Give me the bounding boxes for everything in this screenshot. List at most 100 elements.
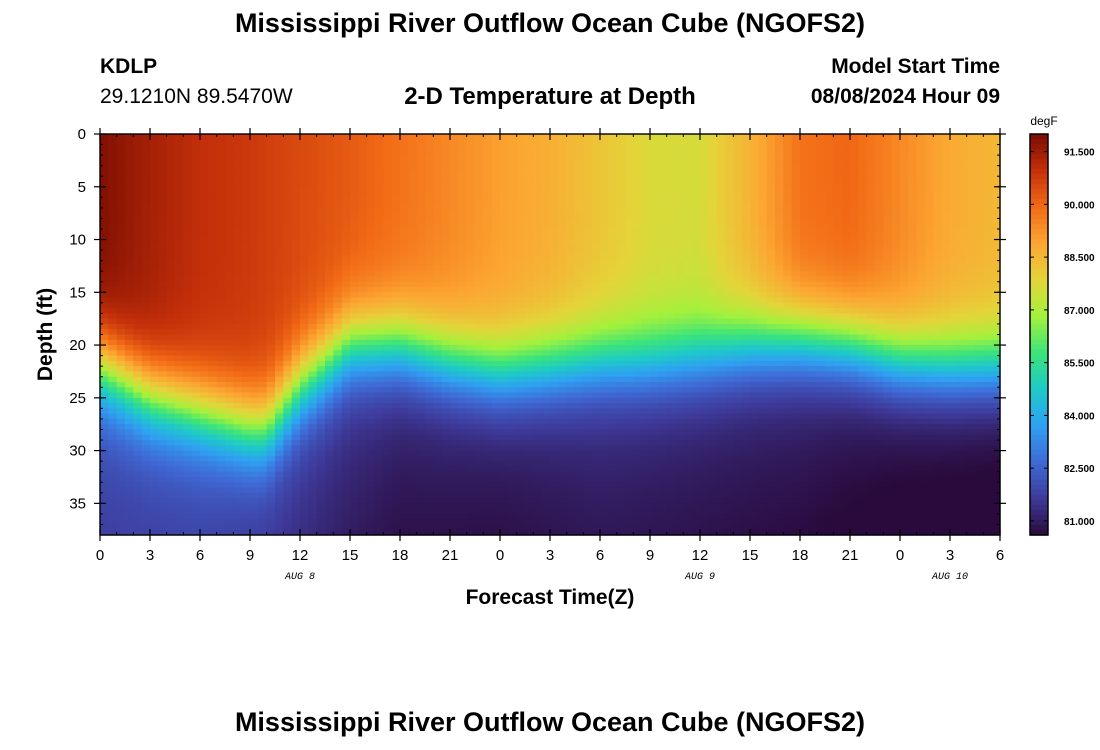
heatmap-cell: [208, 255, 218, 262]
heatmap-cell: [583, 366, 593, 373]
heatmap-cell: [616, 170, 626, 177]
heatmap-cell: [141, 213, 151, 220]
heatmap-cell: [333, 371, 343, 378]
heatmap-cell: [266, 455, 276, 462]
heatmap-cell: [491, 345, 501, 351]
heatmap-cell: [400, 508, 409, 515]
heatmap-cell: [400, 144, 409, 151]
heatmap-cell: [341, 403, 351, 409]
heatmap-cell: [266, 308, 276, 314]
heatmap-cell: [175, 207, 184, 214]
heatmap-cell: [425, 366, 434, 373]
heatmap-cell: [150, 308, 159, 314]
heatmap-cell: [316, 403, 326, 409]
heatmap-cell: [375, 519, 384, 526]
heatmap-cell: [183, 519, 193, 526]
heatmap-cell: [566, 498, 576, 504]
heatmap-cell: [283, 492, 293, 499]
heatmap-cell: [550, 250, 559, 256]
heatmap-cell: [450, 197, 459, 204]
heatmap-cell: [466, 445, 476, 452]
heatmap-cell: [391, 329, 401, 336]
heatmap-cell: [275, 450, 284, 457]
heatmap-cell: [641, 339, 651, 346]
heatmap-cell: [558, 144, 568, 151]
heatmap-cell: [258, 440, 268, 446]
heatmap-cell: [208, 429, 218, 436]
heatmap-cell: [616, 287, 626, 293]
heatmap-cell: [100, 318, 109, 325]
heatmap-cell: [441, 207, 451, 214]
heatmap-cell: [441, 313, 451, 320]
heatmap-cell: [208, 329, 218, 336]
heatmap-cell: [416, 492, 426, 499]
heatmap-cell: [616, 213, 626, 220]
heatmap-cell: [241, 487, 251, 494]
heatmap-cell: [466, 350, 476, 357]
heatmap-cell: [225, 260, 234, 267]
heatmap-cell: [441, 450, 451, 457]
heatmap-cell: [175, 323, 184, 330]
heatmap-cell: [275, 482, 284, 489]
heatmap-cell: [641, 376, 651, 383]
heatmap-cell: [225, 176, 234, 183]
heatmap-cell: [633, 508, 643, 515]
heatmap-cell: [191, 207, 201, 214]
heatmap-cell: [266, 165, 276, 172]
heatmap-cell: [325, 392, 334, 399]
heatmap-cell: [625, 202, 634, 209]
heatmap-cell: [600, 244, 609, 251]
heatmap-cell: [241, 345, 251, 351]
heatmap-cell: [158, 413, 168, 420]
heatmap-cell: [158, 313, 168, 320]
heatmap-cell: [316, 482, 326, 489]
heatmap-cell: [266, 313, 276, 320]
heatmap-cell: [633, 434, 643, 441]
heatmap-cell: [458, 281, 468, 288]
heatmap-cell: [533, 329, 543, 336]
heatmap-cell: [383, 366, 393, 373]
heatmap-cell: [325, 397, 334, 404]
heatmap-cell: [266, 134, 276, 140]
heatmap-cell: [608, 482, 618, 489]
heatmap-cell: [458, 228, 468, 235]
heatmap-cell: [641, 403, 651, 409]
heatmap-cell: [241, 170, 251, 177]
heatmap-cell: [116, 329, 126, 336]
heatmap-cell: [250, 376, 259, 383]
heatmap-cell: [291, 271, 301, 278]
heatmap-cell: [391, 450, 401, 457]
heatmap-cell: [175, 455, 184, 462]
heatmap-cell: [183, 244, 193, 251]
heatmap-cell: [125, 334, 134, 341]
heatmap-cell: [583, 403, 593, 409]
heatmap-cell: [408, 250, 418, 256]
heatmap-cell: [625, 466, 634, 473]
heatmap-cell: [308, 471, 318, 478]
heatmap-cell: [150, 424, 159, 431]
heatmap-cell: [250, 350, 259, 357]
heatmap-cell: [266, 461, 276, 468]
heatmap-cell: [166, 192, 176, 198]
heatmap-cell: [200, 323, 209, 330]
heatmap-cell: [633, 265, 643, 272]
heatmap-cell: [491, 155, 501, 161]
heatmap-cell: [325, 329, 334, 336]
heatmap-cell: [300, 155, 309, 161]
heatmap-cell: [583, 397, 593, 404]
heatmap-cell: [283, 529, 293, 536]
heatmap-cell: [291, 181, 301, 188]
heatmap-cell: [300, 345, 309, 351]
heatmap-cell: [308, 345, 318, 351]
heatmap-cell: [266, 265, 276, 272]
heatmap-cell: [558, 265, 568, 272]
heatmap-cell: [283, 424, 293, 431]
heatmap-cell: [533, 228, 543, 235]
heatmap-cell: [341, 186, 351, 193]
heatmap-cell: [191, 360, 201, 367]
heatmap-cell: [500, 360, 509, 367]
heatmap-cell: [516, 234, 526, 241]
heatmap-cell: [375, 476, 384, 483]
heatmap-cell: [433, 418, 443, 425]
heatmap-cell: [433, 318, 443, 325]
